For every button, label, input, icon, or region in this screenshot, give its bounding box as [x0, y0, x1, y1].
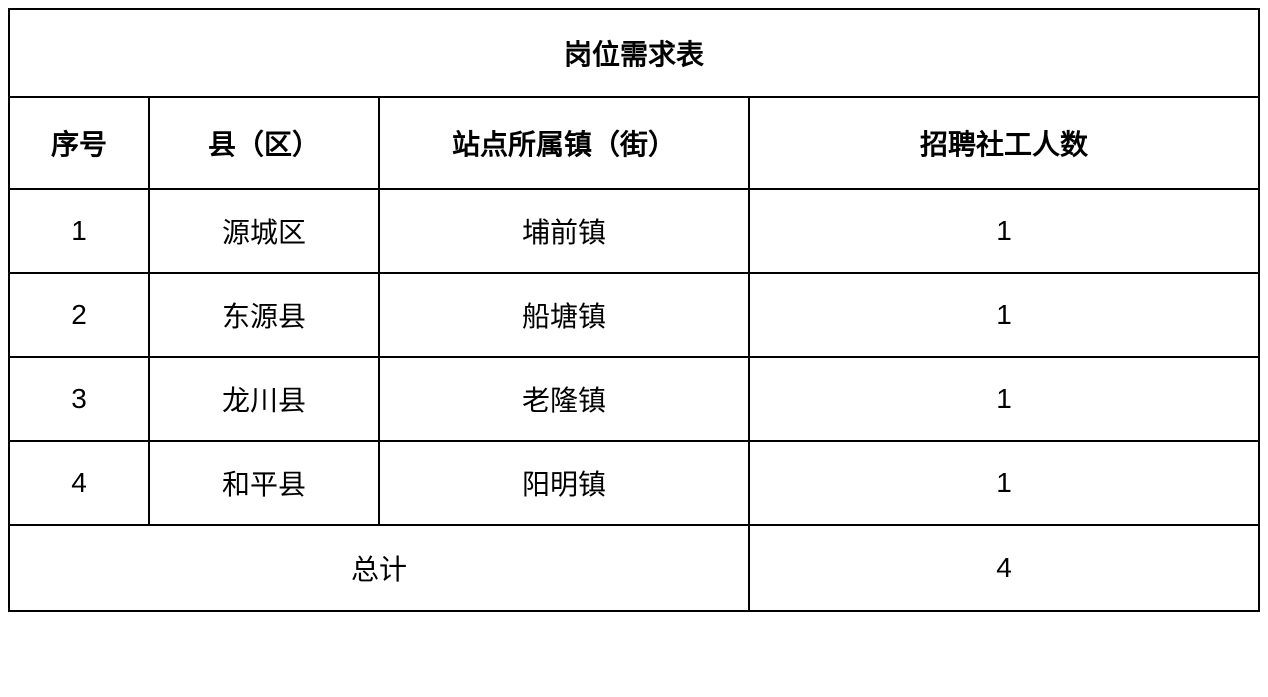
cell-county: 和平县: [149, 441, 379, 525]
total-value: 4: [749, 525, 1259, 611]
table-row: 2 东源县 船塘镇 1: [9, 273, 1259, 357]
cell-serial: 2: [9, 273, 149, 357]
table-total-row: 总计 4: [9, 525, 1259, 611]
header-county: 县（区）: [149, 97, 379, 189]
cell-town: 船塘镇: [379, 273, 749, 357]
cell-town: 阳明镇: [379, 441, 749, 525]
cell-county: 源城区: [149, 189, 379, 273]
header-serial: 序号: [9, 97, 149, 189]
header-count: 招聘社工人数: [749, 97, 1259, 189]
header-town: 站点所属镇（街）: [379, 97, 749, 189]
table-row: 4 和平县 阳明镇 1: [9, 441, 1259, 525]
cell-count: 1: [749, 273, 1259, 357]
table-row: 3 龙川县 老隆镇 1: [9, 357, 1259, 441]
cell-serial: 4: [9, 441, 149, 525]
table-title: 岗位需求表: [9, 9, 1259, 97]
cell-count: 1: [749, 357, 1259, 441]
table-title-row: 岗位需求表: [9, 9, 1259, 97]
position-demand-table: 岗位需求表 序号 县（区） 站点所属镇（街） 招聘社工人数 1 源城区 埔前镇 …: [8, 8, 1260, 612]
cell-town: 埔前镇: [379, 189, 749, 273]
cell-count: 1: [749, 189, 1259, 273]
total-label: 总计: [9, 525, 749, 611]
table-row: 1 源城区 埔前镇 1: [9, 189, 1259, 273]
cell-town: 老隆镇: [379, 357, 749, 441]
cell-serial: 1: [9, 189, 149, 273]
cell-county: 东源县: [149, 273, 379, 357]
cell-count: 1: [749, 441, 1259, 525]
table-header-row: 序号 县（区） 站点所属镇（街） 招聘社工人数: [9, 97, 1259, 189]
cell-county: 龙川县: [149, 357, 379, 441]
cell-serial: 3: [9, 357, 149, 441]
